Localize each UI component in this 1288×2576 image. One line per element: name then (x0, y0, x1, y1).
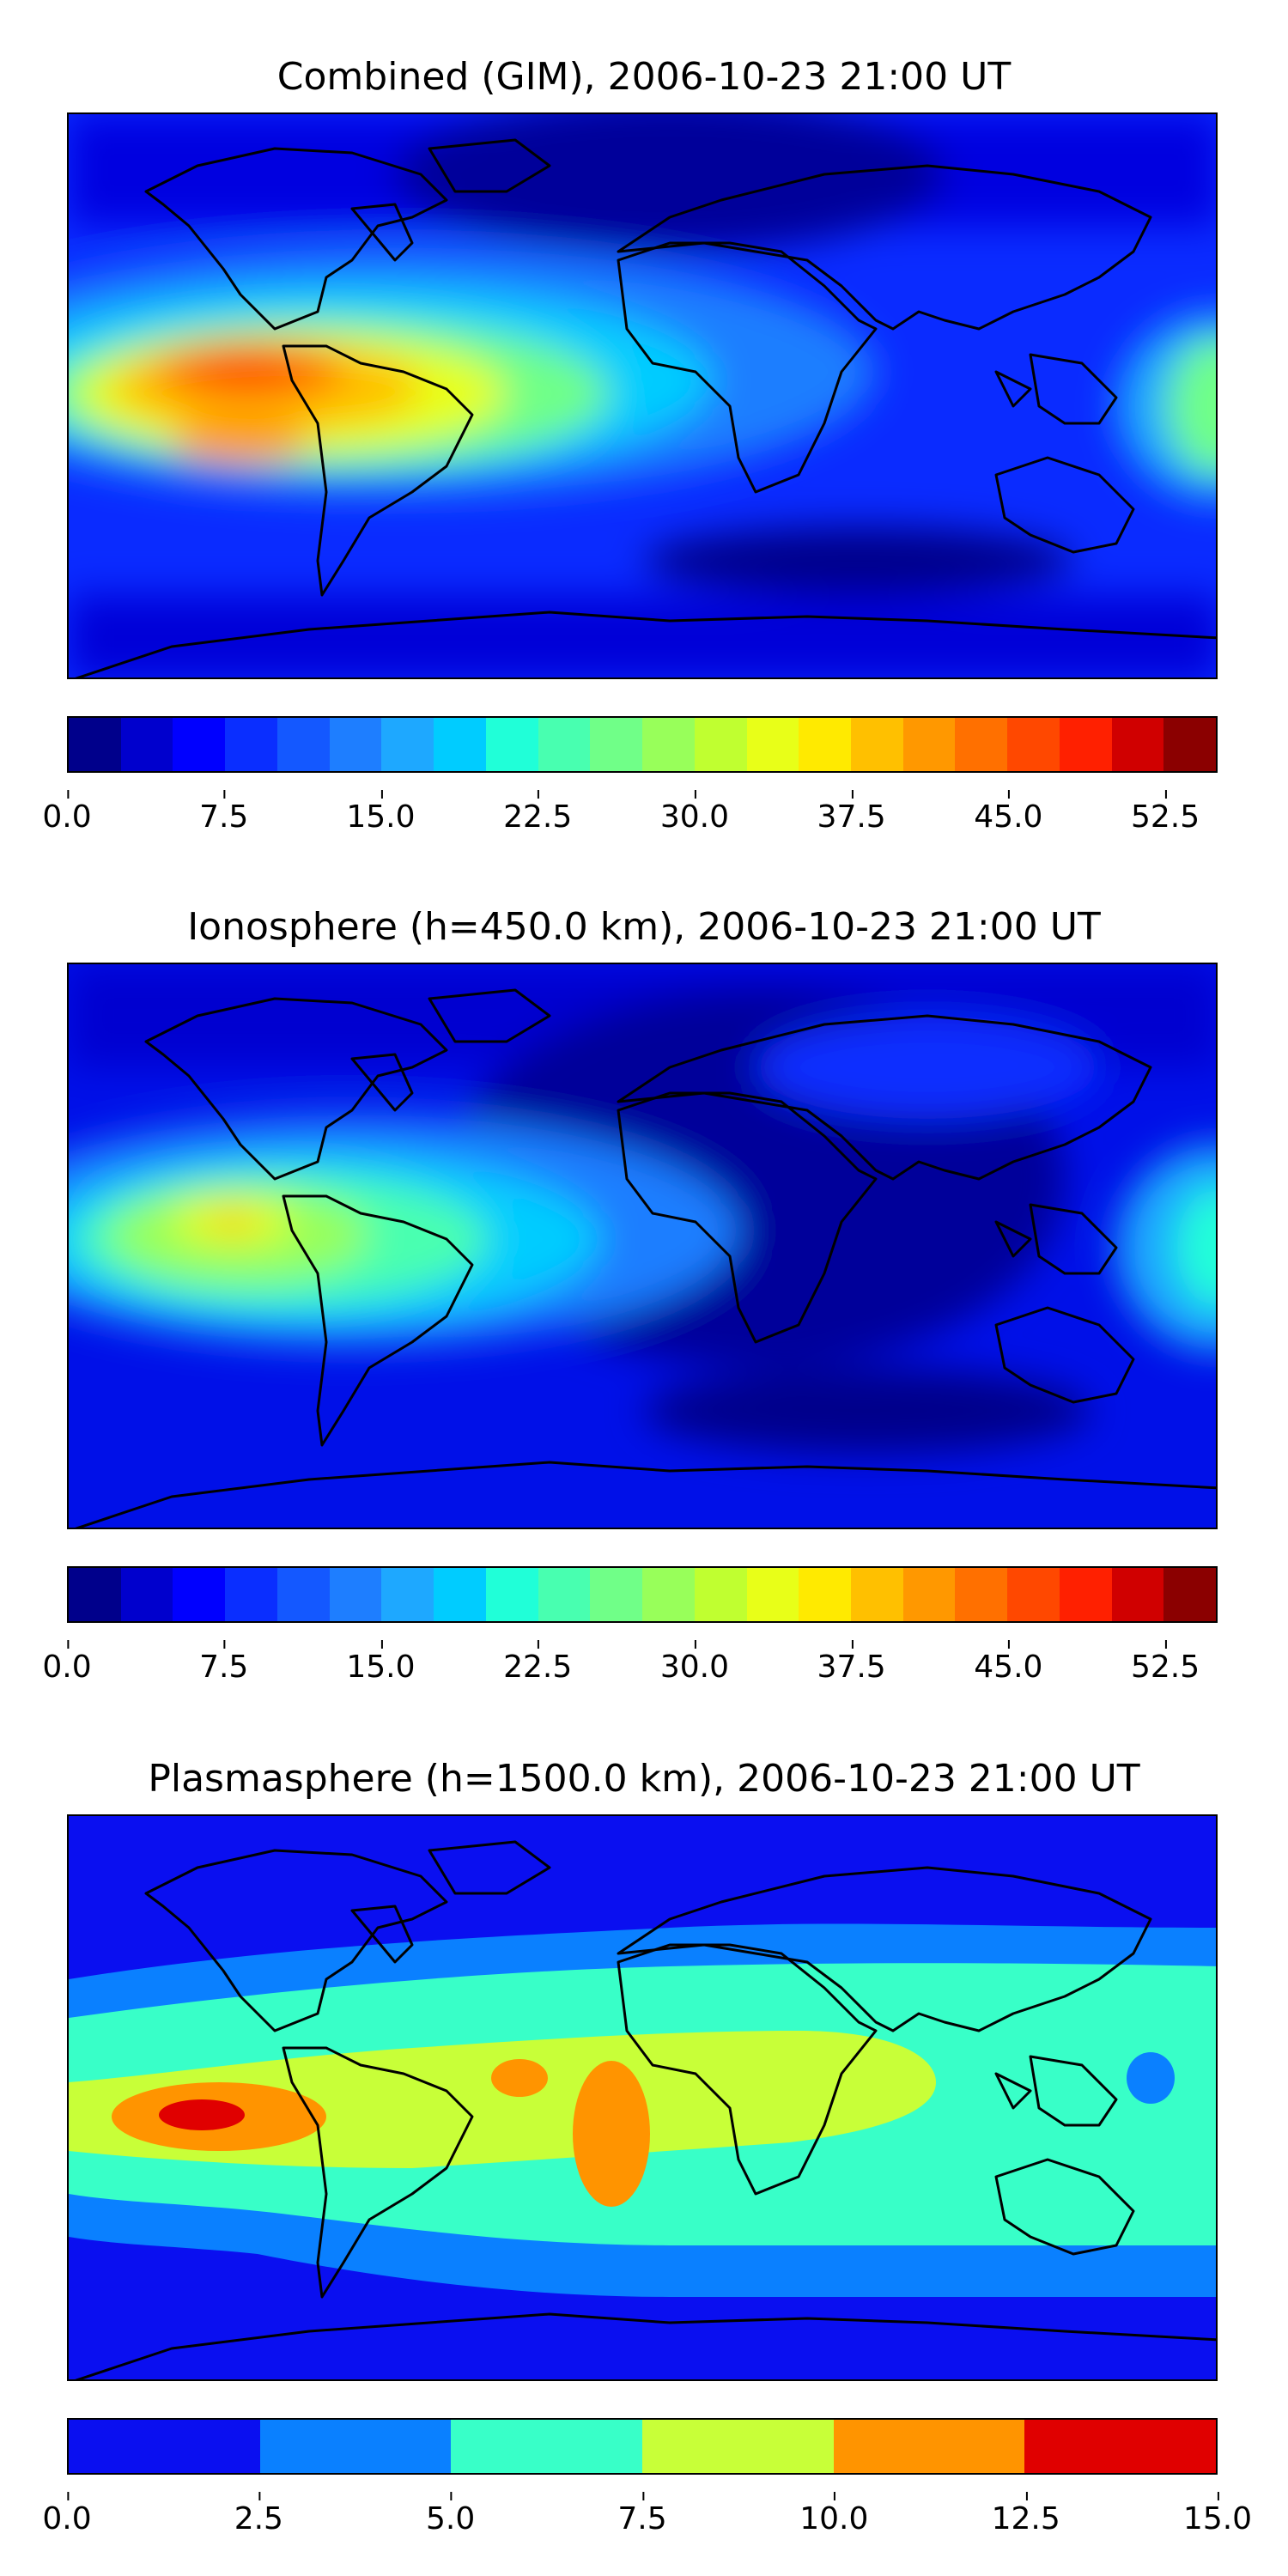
ionosphere-colorbar-ticks: 0.0 7.5 15.0 22.5 30.0 37.5 45.0 52.5 (42, 1640, 1218, 1700)
colorbar-segment (1111, 718, 1164, 771)
colorbar-tick-label: 7.5 (617, 2492, 667, 2537)
colorbar-tick-label: 7.5 (199, 1640, 249, 1685)
combined-map-canvas (69, 114, 1216, 677)
colorbar-tick-label: 22.5 (503, 1640, 573, 1685)
colorbar-segment (120, 1568, 173, 1621)
colorbar-segment (1007, 1568, 1060, 1621)
colorbar-tick-label: 45.0 (974, 790, 1043, 835)
colorbar-tick-label: 10.0 (799, 2492, 869, 2537)
combined-map-title: Combined (GIM), 2006-10-23 21:00 UT (276, 55, 1012, 99)
ionosphere-map-title: Ionosphere (h=450.0 km), 2006-10-23 21:0… (187, 905, 1101, 949)
colorbar-segment (902, 718, 956, 771)
colorbar-segment (381, 718, 434, 771)
colorbar-segment (225, 1568, 277, 1621)
colorbar-tick-label: 15.0 (1182, 2492, 1253, 2537)
colorbar-segment (276, 1568, 330, 1621)
colorbar-segment (1111, 1568, 1164, 1621)
colorbar-tick-label: 15.0 (346, 1640, 416, 1685)
colorbar-segment (1059, 1568, 1112, 1621)
colorbar-tick-label: 37.5 (817, 1640, 886, 1685)
colorbar-tick-label: 2.5 (234, 2492, 283, 2537)
colorbar-segment (955, 1568, 1008, 1621)
colorbar-segment (694, 1568, 747, 1621)
colorbar-tick-label: 0.0 (42, 790, 92, 835)
plasmasphere-colorbar-ticks: 0.0 2.5 5.0 7.5 10.0 12.5 15.0 (42, 2492, 1252, 2552)
plasmasphere-map-canvas (69, 1816, 1216, 2379)
colorbar-segment (833, 2420, 1025, 2473)
combined-colorbar (67, 716, 1218, 773)
colorbar-segment (955, 718, 1008, 771)
colorbar-segment (1007, 718, 1060, 771)
colorbar-segment (173, 1568, 226, 1621)
colorbar-tick-label: 0.0 (42, 1640, 92, 1685)
colorbar-segment (642, 1568, 695, 1621)
colorbar-tick-label: 15.0 (346, 790, 416, 835)
colorbar-segment (173, 718, 226, 771)
colorbar-segment (642, 2420, 834, 2473)
colorbar-tick-label: 0.0 (42, 2492, 92, 2537)
colorbar-segment (225, 718, 277, 771)
plasmasphere-tec-map (67, 1814, 1218, 2381)
colorbar-tick-label: 5.0 (426, 2492, 476, 2537)
colorbar-tick-label: 30.0 (659, 790, 729, 835)
colorbar-segment (451, 2420, 643, 2473)
colorbar-tick-label: 37.5 (817, 790, 886, 835)
colorbar-segment (1059, 718, 1112, 771)
colorbar-segment (259, 2420, 452, 2473)
plasmasphere-map-title: Plasmasphere (h=1500.0 km), 2006-10-23 2… (148, 1757, 1140, 1801)
colorbar-segment (485, 718, 538, 771)
colorbar-segment (590, 1568, 643, 1621)
colorbar-segment (1024, 2420, 1217, 2473)
colorbar-segment (694, 718, 747, 771)
colorbar-tick-label: 12.5 (991, 2492, 1060, 2537)
colorbar-segment (799, 1568, 852, 1621)
colorbar-segment (851, 1568, 903, 1621)
combined-tec-map (67, 112, 1218, 679)
colorbar-segment (1163, 718, 1217, 771)
colorbar-segment (69, 2420, 260, 2473)
colorbar-segment (642, 718, 695, 771)
colorbar-segment (746, 1568, 799, 1621)
colorbar-segment (329, 718, 382, 771)
colorbar-segment (69, 1568, 121, 1621)
colorbar-segment (434, 718, 486, 771)
colorbar-segment (69, 718, 121, 771)
colorbar-tick-label: 30.0 (659, 1640, 729, 1685)
plasmasphere-colorbar (67, 2418, 1218, 2475)
colorbar-segment (485, 1568, 538, 1621)
colorbar-segment (1163, 1568, 1217, 1621)
colorbar-segment (746, 718, 799, 771)
colorbar-tick-label: 52.5 (1131, 790, 1200, 835)
colorbar-segment (590, 718, 643, 771)
colorbar-tick-label: 52.5 (1131, 1640, 1200, 1685)
ionosphere-tec-map (67, 963, 1218, 1529)
colorbar-segment (538, 718, 591, 771)
colorbar-segment (329, 1568, 382, 1621)
colorbar-segment (276, 718, 330, 771)
colorbar-segment (799, 718, 852, 771)
colorbar-tick-label: 45.0 (974, 1640, 1043, 1685)
colorbar-segment (902, 1568, 956, 1621)
colorbar-segment (851, 718, 903, 771)
colorbar-segment (538, 1568, 591, 1621)
colorbar-segment (381, 1568, 434, 1621)
colorbar-tick-label: 22.5 (503, 790, 573, 835)
ionosphere-map-canvas (69, 964, 1216, 1528)
combined-colorbar-ticks: 0.0 7.5 15.0 22.5 30.0 37.5 45.0 52.5 (42, 790, 1218, 850)
colorbar-segment (434, 1568, 486, 1621)
ionosphere-colorbar (67, 1566, 1218, 1623)
colorbar-segment (120, 718, 173, 771)
colorbar-tick-label: 7.5 (199, 790, 249, 835)
